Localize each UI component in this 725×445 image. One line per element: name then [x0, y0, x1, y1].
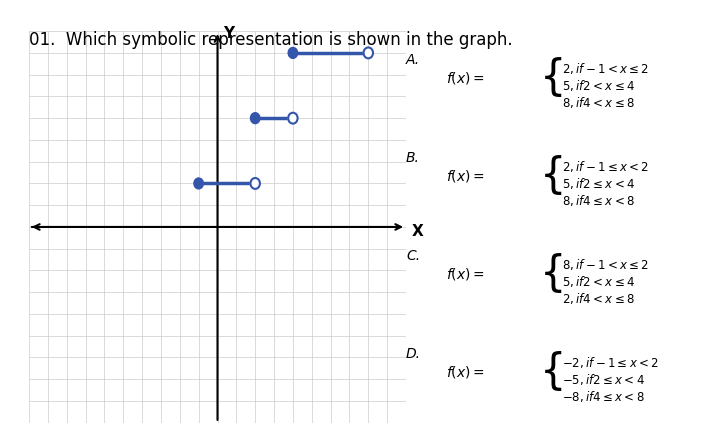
Text: $5, if 2 < x \leq 4$: $5, if 2 < x \leq 4$: [562, 274, 635, 289]
Text: $8, if - 1 < x \leq 2$: $8, if - 1 < x \leq 2$: [562, 257, 649, 272]
Text: $-2, if - 1 \leq x < 2$: $-2, if - 1 \leq x < 2$: [562, 355, 659, 370]
Text: $f(x) =$: $f(x) =$: [446, 70, 484, 86]
Circle shape: [289, 48, 297, 58]
Circle shape: [289, 113, 297, 124]
Text: C.: C.: [406, 249, 420, 263]
Text: $5, if 2 < x \leq 4$: $5, if 2 < x \leq 4$: [562, 78, 635, 93]
Text: D.: D.: [406, 347, 421, 361]
Text: $-5, if 2 \leq x < 4$: $-5, if 2 \leq x < 4$: [562, 372, 645, 387]
Circle shape: [194, 178, 203, 189]
Text: $f(x) =$: $f(x) =$: [446, 168, 484, 184]
Circle shape: [251, 178, 260, 189]
Text: $2, if 4 < x \leq 8$: $2, if 4 < x \leq 8$: [562, 291, 634, 306]
Text: $8, if 4 \leq x < 8$: $8, if 4 \leq x < 8$: [562, 193, 634, 208]
Text: Y: Y: [223, 26, 234, 40]
Text: $2, if - 1 \leq x < 2$: $2, if - 1 \leq x < 2$: [562, 159, 649, 174]
Text: $8, if 4 < x \leq 8$: $8, if 4 < x \leq 8$: [562, 95, 634, 110]
Circle shape: [364, 48, 373, 58]
Text: $-8, if 4 \leq x < 8$: $-8, if 4 \leq x < 8$: [562, 389, 645, 404]
Text: 01.  Which symbolic representation is shown in the graph.: 01. Which symbolic representation is sho…: [29, 31, 513, 49]
Circle shape: [251, 113, 260, 124]
Text: A.: A.: [406, 53, 420, 67]
Text: $f(x) =$: $f(x) =$: [446, 266, 484, 282]
Text: $f(x) =$: $f(x) =$: [446, 364, 484, 380]
Text: {: {: [540, 351, 567, 392]
Text: {: {: [540, 57, 567, 99]
Text: {: {: [540, 155, 567, 197]
Text: {: {: [540, 253, 567, 295]
Text: $5, if 2 \leq x < 4$: $5, if 2 \leq x < 4$: [562, 176, 635, 191]
Text: X: X: [412, 224, 423, 239]
Text: B.: B.: [406, 151, 420, 165]
Text: $2, if - 1 < x \leq 2$: $2, if - 1 < x \leq 2$: [562, 61, 649, 77]
